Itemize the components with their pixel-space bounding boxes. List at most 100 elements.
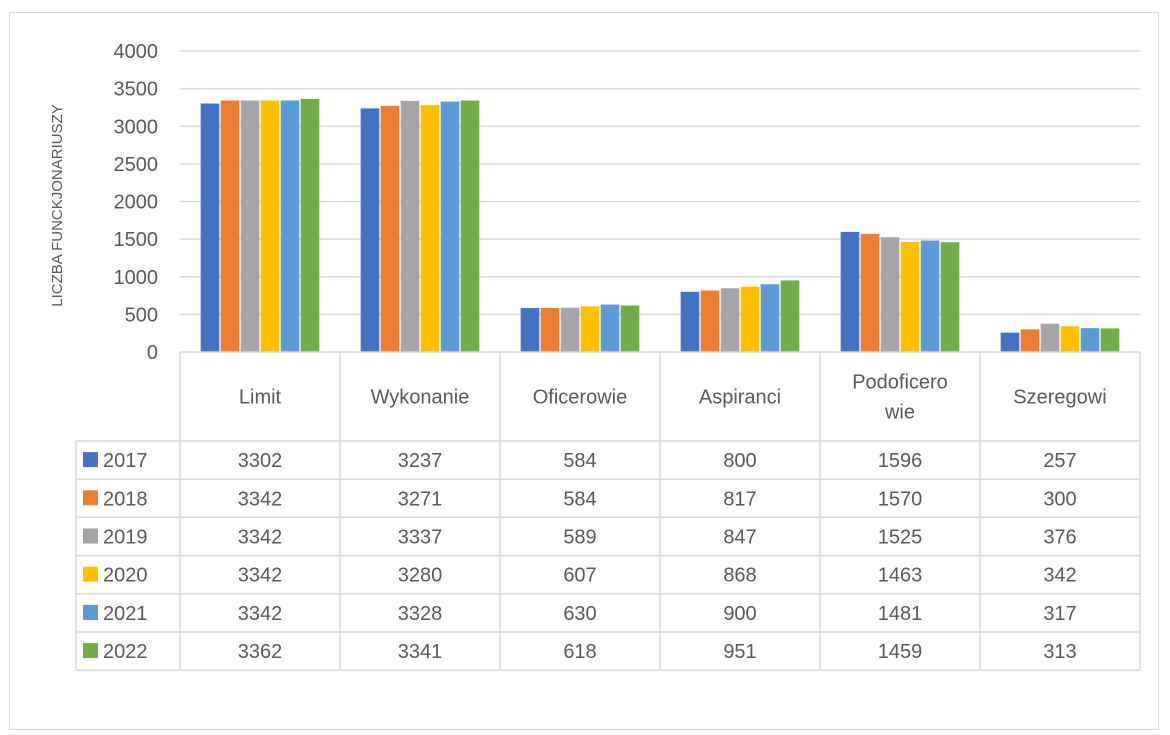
table-cell-value: 3341 — [398, 641, 443, 663]
bar-2022-szeregowi — [1100, 328, 1120, 352]
table-cell-value: 257 — [1043, 450, 1076, 472]
category-label: Aspiranci — [699, 387, 781, 409]
category-label: Oficerowie — [533, 387, 627, 409]
bar-2017-limit — [200, 103, 220, 352]
bar-2019-wykonanie — [400, 100, 420, 352]
bar-2017-szeregowi — [1000, 332, 1020, 352]
legend-label: 2021 — [103, 603, 148, 625]
table-cell-value: 1459 — [878, 641, 923, 663]
bar-2021-oficerowie — [600, 304, 620, 352]
y-tick-label: 1500 — [114, 229, 159, 251]
bar-2019-podoficerowie — [880, 237, 900, 352]
bar-2021-aspiranci — [760, 284, 780, 352]
table-cell-value: 3237 — [398, 450, 443, 472]
legend-key-2017 — [83, 452, 98, 468]
table-cell-value: 3271 — [398, 488, 443, 510]
y-tick-label: 2500 — [114, 154, 159, 176]
bar-2021-podoficerowie — [920, 240, 940, 352]
legend-label: 2022 — [103, 641, 148, 663]
category-label: Limit — [239, 387, 282, 409]
bar-2020-wykonanie — [420, 105, 440, 353]
table-cell-value: 3362 — [238, 641, 283, 663]
legend-label: 2018 — [103, 488, 148, 510]
bar-2017-podoficerowie — [840, 231, 860, 352]
table-cell-value: 313 — [1043, 641, 1076, 663]
table-cell-value: 607 — [563, 565, 596, 587]
table-cell-value: 900 — [723, 603, 756, 625]
bar-2022-oficerowie — [620, 305, 640, 352]
y-tick-label: 500 — [125, 304, 158, 326]
table-cell-value: 584 — [563, 488, 596, 510]
legend-label: 2019 — [103, 527, 148, 549]
legend-key-2021 — [83, 604, 98, 620]
y-tick-label: 1000 — [114, 267, 159, 289]
y-axis-title: LICZBA FUNCKJONARIUSZY — [49, 104, 66, 307]
table-cell-value: 3342 — [238, 488, 283, 510]
bar-2020-aspiranci — [740, 286, 760, 352]
bar-2022-aspiranci — [780, 280, 800, 352]
bar-2020-oficerowie — [580, 306, 600, 352]
y-tick-label: 3000 — [114, 116, 159, 138]
bar-2018-aspiranci — [700, 290, 720, 352]
table-cell-value: 376 — [1043, 527, 1076, 549]
legend-key-2022 — [83, 643, 98, 659]
table-cell-value: 868 — [723, 565, 756, 587]
legend-key-2020 — [83, 566, 98, 582]
table-cell-value: 3342 — [238, 603, 283, 625]
category-label: Podoficero — [852, 372, 948, 394]
table-cell-value: 817 — [723, 488, 756, 510]
table-cell-value: 1596 — [878, 450, 923, 472]
y-tick-label: 0 — [147, 342, 158, 364]
chart-frame: 0 500 1000 1500 2000 2500 3000 3500 4000 LICZBA F… — [9, 12, 1159, 730]
y-tick-label: 3500 — [114, 79, 159, 101]
bar-2017-aspiranci — [680, 291, 700, 352]
table-cell-value: 3280 — [398, 565, 443, 587]
table-cell-value: 1525 — [878, 527, 923, 549]
table-cell-value: 584 — [563, 450, 596, 472]
bar-2018-szeregowi — [1020, 329, 1040, 352]
legend-label: 2020 — [103, 565, 148, 587]
bar-2019-oficerowie — [560, 307, 580, 352]
y-tick-label: 2000 — [114, 192, 159, 214]
table-cell-value: 847 — [723, 527, 756, 549]
bar-2022-limit — [300, 99, 320, 353]
table-cell-value: 589 — [563, 527, 596, 549]
table-cell-value: 3328 — [398, 603, 443, 625]
table-cell-value: 630 — [563, 603, 596, 625]
bar-2021-wykonanie — [440, 101, 460, 353]
bar-2019-aspiranci — [720, 288, 740, 352]
bar-2022-podoficerowie — [940, 242, 960, 352]
bar-2020-limit — [260, 100, 280, 353]
bar-2018-podoficerowie — [860, 233, 880, 352]
bar-2018-limit — [220, 100, 240, 353]
bar-2020-podoficerowie — [900, 241, 920, 352]
category-label: Wykonanie — [371, 387, 470, 409]
bar-2021-szeregowi — [1080, 328, 1100, 352]
bar-2020-szeregowi — [1060, 326, 1080, 352]
bar-2022-wykonanie — [460, 100, 480, 352]
bar-2021-limit — [280, 100, 300, 353]
table-cell-value: 317 — [1043, 603, 1076, 625]
table-cell-value: 300 — [1043, 488, 1076, 510]
legend-label: 2017 — [103, 450, 148, 472]
legend-key-2018 — [83, 490, 98, 506]
legend-key-2019 — [83, 528, 98, 544]
category-label: Szeregowi — [1013, 387, 1106, 409]
table-cell-value: 1481 — [878, 603, 923, 625]
y-tick-label: 4000 — [114, 41, 159, 63]
table-cell-value: 3337 — [398, 527, 443, 549]
bar-chart-with-data-table: 0 500 1000 1500 2000 2500 3000 3500 4000 LICZBA F… — [49, 41, 1141, 671]
bar-2019-limit — [240, 100, 260, 353]
table-cell-value: 3302 — [238, 450, 283, 472]
category-label: wie — [884, 402, 915, 424]
bar-2018-wykonanie — [380, 105, 400, 353]
table-cell-value: 3342 — [238, 565, 283, 587]
bar-2017-wykonanie — [360, 108, 380, 353]
table-cell-value: 618 — [563, 641, 596, 663]
table-cell-value: 342 — [1043, 565, 1076, 587]
bar-2019-szeregowi — [1040, 323, 1060, 352]
table-cell-value: 1463 — [878, 565, 923, 587]
bar-2017-oficerowie — [520, 308, 540, 352]
table-cell-value: 800 — [723, 450, 756, 472]
table-cell-value: 3342 — [238, 527, 283, 549]
